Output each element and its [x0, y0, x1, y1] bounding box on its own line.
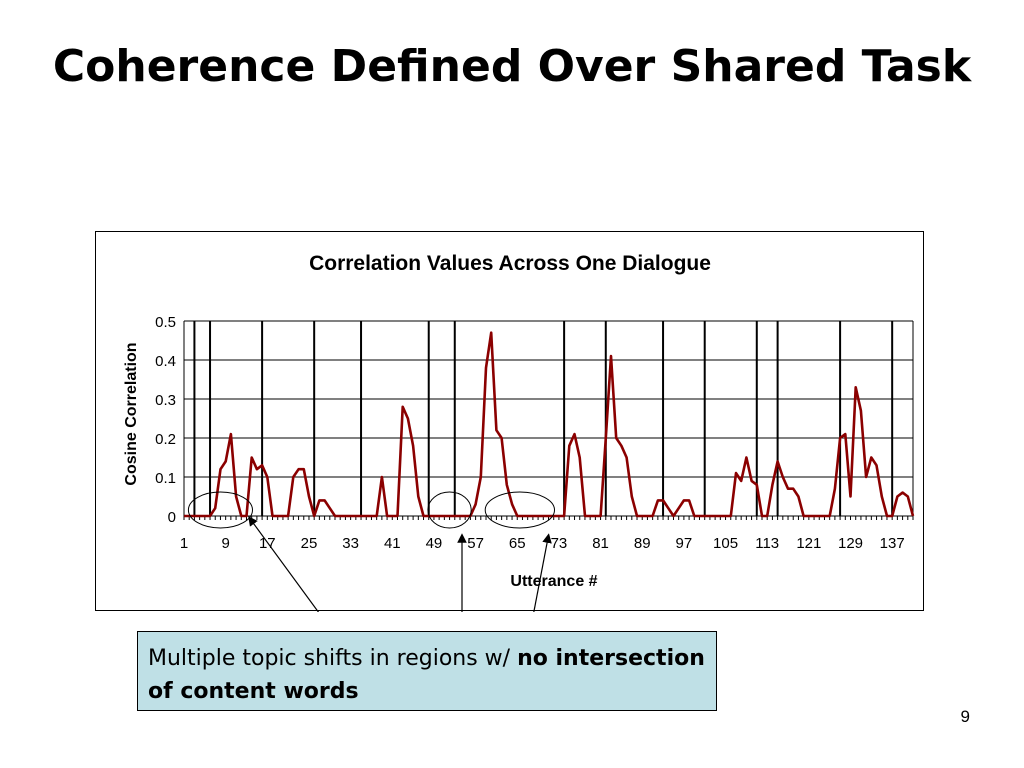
annotation-arrow: [248, 516, 320, 612]
callout-bold-text: no intersection of content words: [148, 646, 705, 704]
correlation-line: [184, 331, 915, 518]
correlation-series: [184, 331, 915, 518]
callout-text: Multiple topic shifts in regions w/: [148, 646, 518, 671]
x-tick-label: 41: [384, 535, 401, 552]
y-tick-label: 0.4: [155, 353, 176, 370]
y-axis-label: Cosine Correlation: [123, 342, 140, 485]
x-tick-label: 137: [880, 535, 905, 552]
x-tick-label: 33: [342, 535, 359, 552]
callout-box: Multiple topic shifts in regions w/ no i…: [137, 631, 717, 711]
y-tick-label: 0.3: [155, 392, 176, 409]
x-axis-label: Utterance #: [510, 573, 597, 590]
zero-region-ellipse: [187, 491, 253, 529]
annotation-arrow: [533, 533, 552, 612]
x-tick-label: 73: [551, 535, 568, 552]
topic-shift-lines: [193, 321, 894, 516]
axes: 00.10.20.30.40.51 9 17 25 33 41 49 57 65 73 81 89 97…: [155, 314, 914, 552]
x-tick-label: 121: [796, 535, 821, 552]
y-tick-label: 0.1: [155, 470, 176, 487]
x-tick-label: 49: [426, 535, 443, 552]
y-tick-label: 0: [168, 509, 176, 526]
annotations: [187, 491, 556, 612]
x-tick-label: 1: [180, 535, 188, 552]
x-tick-label: 105: [713, 535, 738, 552]
gridlines: [184, 320, 913, 517]
x-tick-label: 81: [592, 535, 609, 552]
zero-region-ellipse: [427, 491, 472, 529]
x-tick-label: 89: [634, 535, 651, 552]
chart-svg: Correlation Values Across One Dialogue C…: [123, 252, 915, 612]
x-tick-label: 25: [301, 535, 318, 552]
x-tick-label: 129: [838, 535, 863, 552]
y-tick-label: 0.5: [155, 314, 176, 331]
x-tick-label: 97: [676, 535, 693, 552]
y-tick-label: 0.2: [155, 431, 176, 448]
x-tick-label: 113: [755, 535, 779, 552]
chart-frame: Correlation Values Across One Dialogue C…: [95, 231, 924, 612]
x-tick-label: 9: [221, 535, 229, 552]
page-number: 9: [960, 707, 970, 726]
slide-title: Coherence Defined Over Shared Task: [52, 41, 972, 92]
chart-title: Correlation Values Across One Dialogue: [309, 252, 711, 275]
x-tick-label: 65: [509, 535, 526, 552]
zero-region-ellipse: [484, 491, 556, 529]
x-tick-label: 57: [467, 535, 484, 552]
